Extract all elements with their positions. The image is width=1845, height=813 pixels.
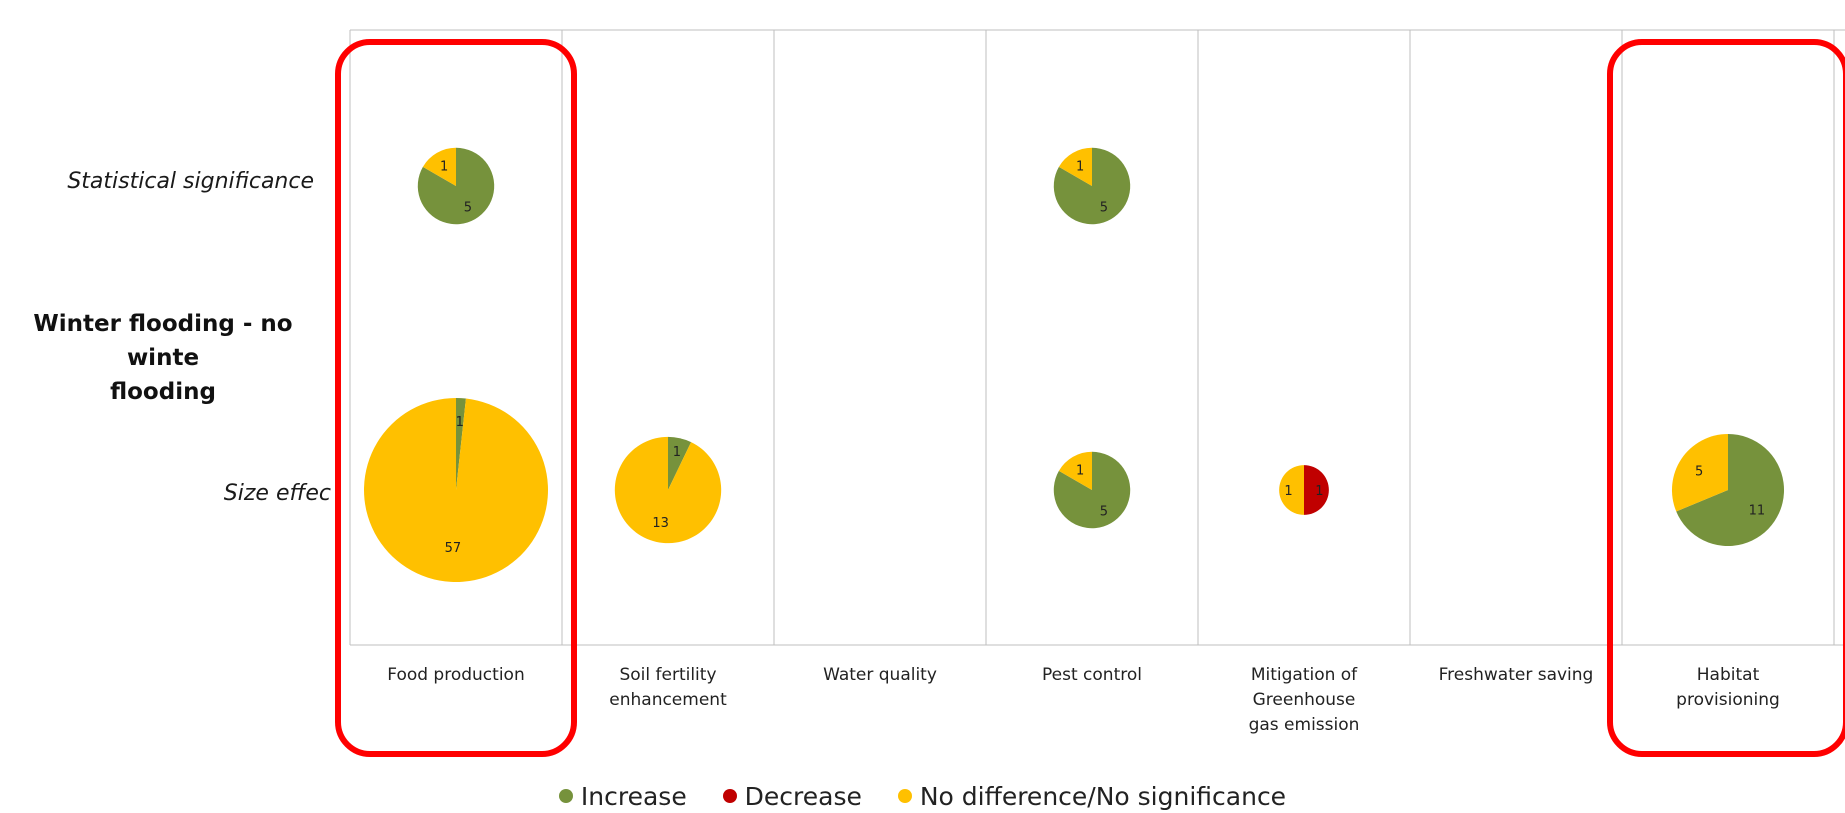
pie-food-production-statistical-significance-label-no-difference: 1 (440, 159, 448, 174)
highlight-box-habitat-provisioning (1607, 39, 1845, 757)
legend-dot-increase (558, 789, 573, 803)
pie-soil-fertility-enhancement-size-effect-label-no-difference: 13 (652, 516, 669, 531)
pie-habitat-provisioning-size-effect-slice-no-difference (1671, 433, 1728, 512)
category-label-soil-fertility-enhancement: Soil fertility enhancement (562, 663, 774, 713)
category-label-water-quality: Water quality (774, 663, 986, 688)
pie-pest-control-statistical-significance-label-no-difference: 1 (1076, 159, 1084, 174)
legend-item-decrease: Decrease (722, 782, 862, 811)
pie-pest-control-statistical-significance-slice-no-difference (1058, 147, 1092, 186)
row-label-size-effect: Size effec (223, 481, 331, 506)
pie-soil-fertility-enhancement-size-effect-slice-increase (668, 436, 692, 490)
pie-habitat-provisioning-size-effect-label-no-difference: 5 (1695, 465, 1703, 480)
pie-habitat-provisioning-size-effect-slice-increase (1676, 433, 1785, 547)
pie-pest-control-size-effect-label-no-difference: 1 (1076, 463, 1084, 478)
category-label-food-production: Food production (350, 663, 562, 688)
pie-habitat-provisioning-size-effect-label-increase: 11 (1749, 503, 1766, 518)
pie-food-production-statistical-significance-slice-no-difference (422, 147, 456, 186)
category-label-freshwater-saving: Freshwater saving (1410, 663, 1622, 688)
pie-mitigation-of-greenhouse-gas-emission-size-effect-slice-no-difference (1279, 465, 1304, 515)
category-label-line: gas emission (1248, 715, 1360, 735)
pie-food-production-size-effect-label-no-difference: 57 (445, 541, 462, 556)
row-label-statistical-significance: Statistical significance (67, 169, 314, 194)
legend-dot-no-difference (897, 789, 912, 803)
pie-mitigation-of-greenhouse-gas-emission-size-effect-label-no-difference: 1 (1284, 484, 1292, 499)
category-label-line: Freshwater saving (1438, 665, 1594, 685)
category-label-line: enhancement (609, 690, 727, 710)
pie-soil-fertility-enhancement-size-effect-label-increase: 1 (673, 445, 681, 460)
category-label-line: Greenhouse (1252, 690, 1356, 710)
group-label-line-1: Winter flooding - no winte (33, 311, 293, 371)
category-label-line: Soil fertility (619, 665, 717, 685)
legend-label-no-difference: No difference/No significance (919, 782, 1287, 811)
category-label-line: provisioning (1676, 690, 1780, 710)
legend-dot-decrease (722, 789, 737, 803)
pie-pest-control-size-effect-label-increase: 5 (1100, 505, 1108, 520)
category-label-line: Water quality (823, 665, 937, 685)
category-label-line: Pest control (1042, 665, 1142, 685)
legend-item-increase: Increase (558, 782, 687, 811)
pie-food-production-size-effect-slice-increase (456, 398, 466, 490)
pie-food-production-size-effect-label-increase: 1 (456, 415, 464, 430)
legend-label-decrease: Decrease (744, 782, 862, 811)
category-label-line: Mitigation of (1250, 665, 1358, 685)
pie-pest-control-size-effect-slice-no-difference (1058, 451, 1092, 490)
pie-soil-fertility-enhancement-size-effect-slice-no-difference (614, 436, 722, 544)
category-label-habitat-provisioning: Habitat provisioning (1622, 663, 1834, 713)
category-label-mitigation-of-greenhouse-gas-emission: Mitigation of Greenhouse gas emission (1198, 663, 1410, 738)
group-label-line-2: flooding (110, 379, 216, 405)
legend: Increase Decrease No difference/No signi… (0, 782, 1845, 811)
pie-food-production-statistical-significance-label-increase: 5 (464, 201, 472, 216)
pie-pest-control-statistical-significance-label-increase: 5 (1100, 201, 1108, 216)
pie-mitigation-of-greenhouse-gas-emission-size-effect-slice-decrease (1304, 465, 1329, 515)
highlight-box-food-production (335, 39, 577, 757)
group-label: Winter flooding - no winte flooding (0, 307, 326, 409)
category-label-line: Habitat (1696, 665, 1760, 685)
pie-mitigation-of-greenhouse-gas-emission-size-effect-label-decrease: 1 (1315, 484, 1323, 499)
legend-label-increase: Increase (580, 782, 687, 811)
pie-food-production-size-effect-slice-no-difference (363, 398, 548, 583)
category-label-pest-control: Pest control (986, 663, 1198, 688)
category-label-line: Food production (387, 665, 525, 685)
legend-item-no-difference: No difference/No significance (897, 782, 1287, 811)
